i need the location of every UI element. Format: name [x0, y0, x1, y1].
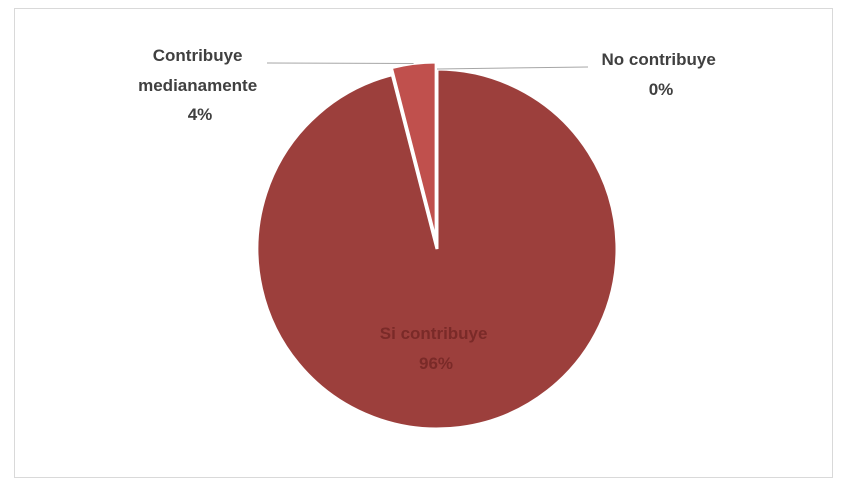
label-si-contribuye: Si contribuye 96% — [380, 324, 492, 373]
label-no-contribuye-percent: 0% — [649, 80, 674, 99]
label-medianamente-line2: medianamente — [138, 76, 257, 95]
label-no-contribuye: No contribuye 0% — [601, 50, 720, 99]
pie-slice-contribuye-medianamente — [389, 60, 438, 243]
label-si-contribuye-percent: 96% — [419, 354, 453, 373]
label-medianamente-percent: 4% — [188, 105, 213, 124]
label-no-contribuye-name: No contribuye — [601, 50, 715, 69]
label-si-contribuye-name: Si contribuye — [380, 324, 488, 343]
leader-lines — [266, 62, 589, 70]
leader-line-no-contribuye — [436, 66, 589, 70]
data-labels: No contribuye 0% Contribuye medianamente… — [138, 46, 720, 373]
label-medianamente-line1: Contribuye — [153, 46, 243, 65]
pie-slices — [255, 60, 619, 431]
pie-slice-si-contribuye — [255, 67, 619, 431]
label-contribuye-medianamente: Contribuye medianamente 4% — [138, 46, 262, 124]
